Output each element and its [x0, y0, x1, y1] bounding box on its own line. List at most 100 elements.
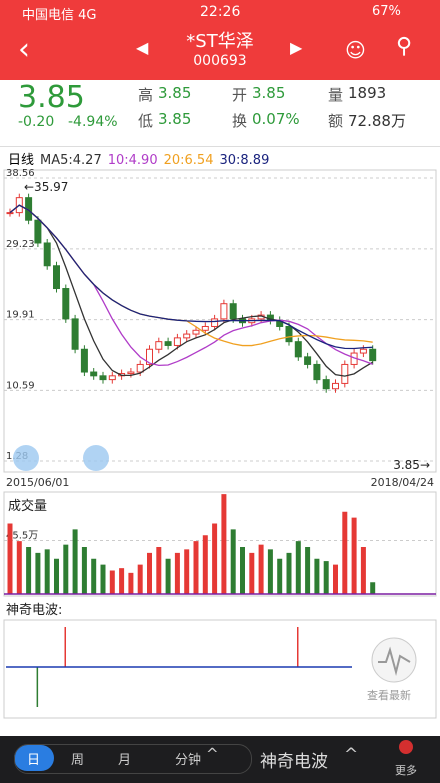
volume-bar — [63, 544, 69, 594]
ma-legend: 日线 MA5:4.27 10:4.90 20:6.54 30:8.89 — [8, 149, 269, 168]
prev-button[interactable]: ◀ — [136, 38, 149, 57]
quote-value: 72.88万 — [348, 112, 406, 130]
header-bar — [0, 0, 440, 80]
quote-value: 3.85 — [158, 110, 192, 128]
candle-body — [62, 288, 70, 320]
stock-name: *ST华泽 — [186, 31, 254, 52]
zoom-button — [13, 445, 39, 471]
volume-bar — [174, 552, 180, 594]
volume-bar — [54, 558, 59, 594]
quote-label: 高 — [138, 86, 154, 104]
expand-button — [83, 445, 109, 471]
volume-bar — [221, 494, 227, 594]
ma-line — [9, 204, 373, 347]
candle-body — [146, 348, 153, 365]
latest-icon — [371, 637, 417, 683]
search-icon[interactable]: ⚲ — [396, 34, 413, 59]
volume-bar — [370, 582, 376, 594]
volume-bar — [147, 552, 152, 594]
indicator-frame — [3, 619, 437, 719]
volume-bar — [35, 552, 41, 594]
volume-bar — [230, 529, 236, 594]
next-button[interactable]: ▶ — [290, 38, 303, 57]
panel-title: 成交量 — [8, 498, 47, 514]
candle-body — [80, 348, 88, 373]
y-tick-label: 19.91 — [6, 310, 35, 321]
quote-value: 3.85 — [252, 84, 286, 102]
signal-bar — [297, 627, 299, 667]
candle-body — [341, 363, 349, 384]
volume-bar — [156, 547, 162, 594]
volume-bar — [351, 517, 357, 594]
price-frame — [3, 169, 437, 473]
volume-bar — [212, 523, 218, 594]
volume-bar — [100, 564, 106, 594]
ma-item: 20:6.54 — [163, 153, 214, 168]
y-tick-label: 45.5万 — [6, 531, 38, 542]
candle-body — [136, 363, 144, 373]
candle-body — [359, 348, 367, 354]
volume-bar — [128, 572, 134, 594]
candle-body — [43, 242, 51, 267]
y-tick-label: 29.23 — [6, 239, 35, 250]
candle-body — [294, 341, 302, 358]
tab[interactable]: 月 — [118, 753, 132, 768]
chevron[interactable]: ^ — [344, 745, 359, 765]
volume-bar — [7, 523, 13, 594]
tab[interactable]: 周 — [71, 753, 85, 768]
volume-bar — [184, 549, 190, 594]
chevron[interactable]: ^ — [206, 745, 219, 763]
candle-body — [34, 219, 42, 244]
candle-body — [201, 325, 209, 331]
candle-body — [369, 348, 377, 362]
ma-line — [9, 204, 374, 377]
signal-bar — [64, 627, 66, 667]
volume-bar — [91, 558, 97, 594]
volume-bar — [323, 561, 329, 594]
candle-body — [183, 333, 191, 339]
volume-bar — [109, 570, 115, 594]
tab[interactable]: 分钟 — [175, 753, 202, 768]
volume-bar — [240, 547, 245, 594]
candle-body — [173, 337, 181, 346]
volume-bar — [305, 547, 311, 594]
more-dot[interactable] — [399, 740, 413, 754]
bottom-bar — [0, 736, 440, 783]
robot-icon[interactable]: ☺ — [345, 38, 366, 62]
volume-bar — [119, 568, 125, 594]
carrier: 中国电信 4G — [22, 8, 97, 23]
last-label: 3.85→ — [393, 458, 430, 472]
candle-body — [313, 363, 321, 381]
tab[interactable]: 更多 — [395, 764, 417, 777]
candle-body — [155, 341, 163, 350]
battery: 67% — [372, 4, 401, 19]
period: 日线 — [8, 153, 35, 168]
volume-bar — [314, 558, 320, 594]
volume-bar — [16, 541, 22, 594]
change-pct: -4.94% — [68, 114, 118, 130]
candle-body — [285, 325, 293, 343]
quote-label: 低 — [138, 112, 154, 130]
quote-value: 0.07% — [252, 110, 300, 128]
quote-label: 开 — [232, 86, 248, 104]
tab[interactable]: 神奇电波 — [260, 752, 328, 772]
ma-line — [9, 204, 373, 350]
price: 3.85 — [18, 80, 85, 115]
volume-bar — [249, 552, 255, 594]
tab[interactable]: 日 — [27, 753, 41, 768]
panel-title: 神奇电波: — [6, 602, 62, 618]
ma-item: 10:4.90 — [107, 153, 158, 168]
charts: 38.5629.2319.9110.591.28←35.973.85→2015/… — [3, 168, 437, 719]
stock-code: 000693 — [193, 53, 247, 69]
candle-body — [332, 382, 339, 390]
back-button[interactable]: ‹ — [18, 32, 30, 67]
latest-icon-wave — [378, 646, 411, 676]
time: 22:26 — [200, 4, 241, 20]
volume-bar — [44, 549, 50, 594]
ma-item: 30:8.89 — [219, 153, 270, 168]
tab-group — [14, 744, 252, 774]
volume-bar — [165, 558, 171, 594]
candle-body — [220, 303, 228, 320]
candle-body — [164, 341, 172, 346]
volume-bar — [202, 535, 208, 594]
